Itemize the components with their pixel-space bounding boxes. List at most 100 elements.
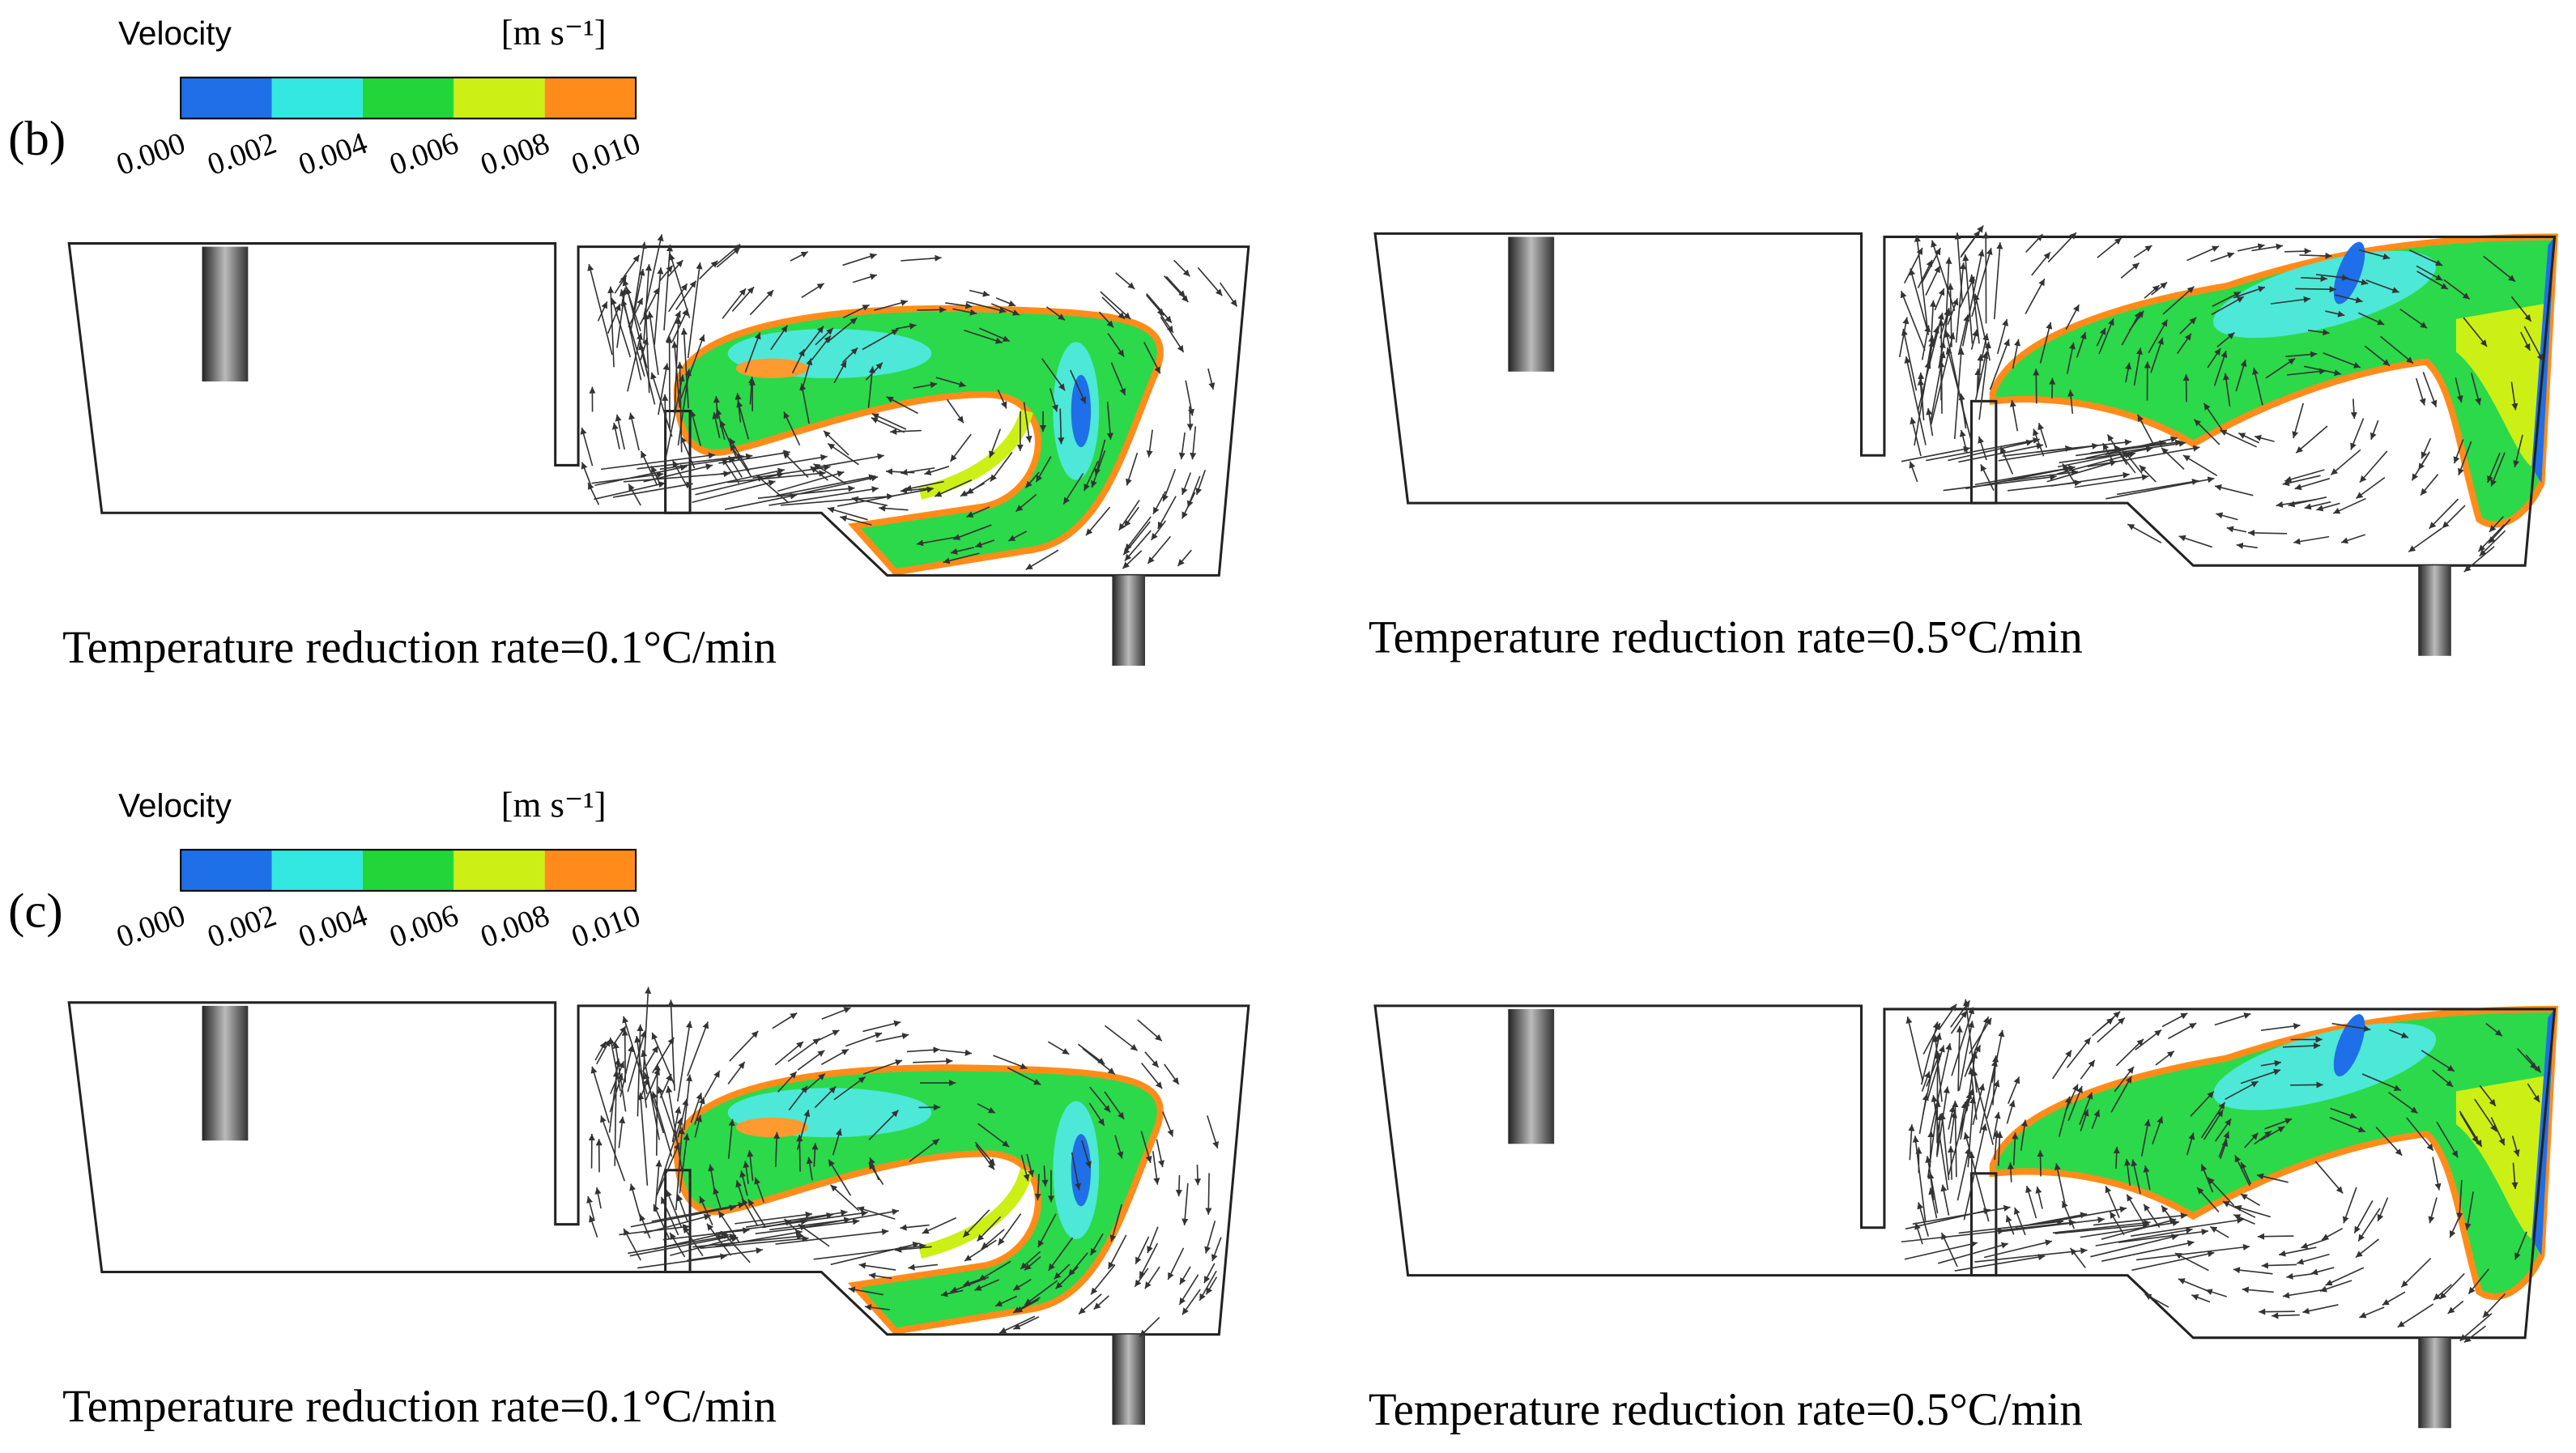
velocity-vector — [2214, 1012, 2251, 1026]
velocity-vector — [848, 1286, 884, 1296]
velocity-vector — [2270, 296, 2311, 305]
velocity-vector — [629, 268, 645, 334]
velocity-vector — [943, 552, 980, 565]
velocity-vector — [2477, 524, 2506, 552]
velocity-vector — [2074, 474, 2149, 488]
velocity-vector — [945, 302, 973, 309]
velocity-vector — [913, 1058, 953, 1065]
velocity-vector — [2051, 1050, 2072, 1080]
velocity-vector — [1162, 1111, 1173, 1137]
velocity-vector — [632, 241, 647, 317]
velocity-vector — [966, 506, 990, 518]
velocity-vector — [1062, 473, 1084, 505]
velocity-vector — [639, 1213, 651, 1239]
velocity-vector — [964, 329, 1003, 344]
velocity-vector — [833, 1076, 866, 1101]
velocity-vector — [671, 1106, 682, 1143]
velocity-vector — [2052, 1220, 2151, 1234]
velocity-vector — [1963, 1131, 1990, 1222]
velocity-vector — [2130, 1217, 2244, 1237]
velocity-vector — [1182, 1183, 1189, 1225]
velocity-vector — [2456, 1179, 2463, 1220]
velocity-vector — [2211, 296, 2245, 316]
velocity-vector — [2483, 255, 2516, 283]
velocity-vector — [676, 1021, 693, 1102]
velocity-vector — [2105, 1186, 2120, 1219]
velocity-vector — [811, 1143, 819, 1167]
velocity-vector — [675, 1127, 685, 1211]
velocity-vector — [1024, 471, 1040, 489]
velocity-vector — [729, 443, 752, 478]
velocity-vector — [662, 394, 669, 415]
velocity-vector — [2124, 1158, 2131, 1186]
velocity-vector — [1921, 1071, 1931, 1092]
velocity-vector — [1123, 506, 1139, 528]
velocity-vector — [2330, 449, 2361, 476]
velocity-vector — [2359, 1306, 2385, 1319]
velocity-vector — [1948, 1145, 1955, 1180]
velocity-vector — [1204, 1221, 1216, 1254]
velocity-vector — [2222, 1200, 2256, 1218]
velocity-vector — [2359, 249, 2391, 260]
velocity-vector — [1989, 339, 2010, 390]
velocity-vector — [2355, 1238, 2379, 1259]
velocity-vector — [2399, 308, 2428, 329]
velocity-vector — [2485, 1022, 2503, 1037]
velocity-vector — [694, 1114, 703, 1138]
velocity-vector — [1948, 439, 2033, 462]
velocity-vector — [1199, 1270, 1217, 1302]
velocity-vector — [2432, 1157, 2442, 1191]
velocity-vector — [637, 454, 744, 470]
velocity-vector — [2200, 1101, 2226, 1139]
colorbar-tick-label: 0.004 — [294, 126, 372, 182]
velocity-vector — [788, 1085, 808, 1111]
velocity-vector — [2282, 1289, 2323, 1299]
velocity-vector — [2076, 331, 2087, 358]
velocity-vector — [1195, 470, 1206, 496]
velocity-vector — [650, 372, 673, 437]
velocity-vector — [1931, 326, 1939, 347]
velocity-vector — [2013, 1207, 2026, 1236]
velocity-vector — [2361, 1073, 2402, 1092]
velocity-vector — [989, 428, 1002, 458]
velocity-vector — [1069, 369, 1087, 404]
velocity-vector — [873, 299, 909, 311]
velocity-vector — [2482, 1293, 2506, 1319]
velocity-vector — [2214, 484, 2254, 496]
velocity-vector — [2207, 347, 2221, 369]
velocity-vector — [816, 1029, 840, 1042]
velocity-vector — [712, 411, 721, 439]
velocity-vector — [821, 1007, 851, 1020]
velocity-vector — [2353, 1199, 2374, 1234]
velocity-vector — [2097, 1016, 2126, 1043]
velocity-vector — [628, 412, 640, 451]
velocity-vector — [940, 1289, 964, 1297]
velocity-vector — [627, 333, 643, 392]
outlet-pipe — [1112, 1334, 1146, 1425]
velocity-vector — [2511, 1136, 2520, 1157]
velocity-vector — [2350, 418, 2365, 450]
velocity-vector — [2240, 1193, 2261, 1207]
velocity-vector — [1152, 1151, 1160, 1185]
velocity-vector — [1175, 1174, 1182, 1197]
velocity-vector — [2247, 529, 2288, 537]
velocity-vector — [2415, 377, 2426, 406]
velocity-vector — [2276, 498, 2317, 508]
velocity-vector — [1177, 549, 1192, 567]
velocity-vector — [2118, 1228, 2208, 1243]
velocity-vector — [679, 1133, 690, 1194]
velocity-vector — [2479, 1085, 2497, 1107]
inlet-pipe — [1508, 1008, 1555, 1144]
velocity-vector — [2179, 317, 2197, 334]
velocity-vector — [2284, 469, 2325, 483]
velocity-vector — [2162, 286, 2195, 315]
velocity-vector — [2064, 1084, 2079, 1112]
velocity-vector — [1107, 1234, 1127, 1270]
inlet-pipe — [202, 1005, 249, 1141]
velocity-vector — [2397, 1303, 2434, 1328]
velocity-vector — [2121, 311, 2141, 346]
velocity-vector — [1186, 475, 1201, 508]
velocity-vector — [830, 1241, 920, 1266]
velocity-vector — [2514, 1231, 2527, 1260]
velocity-vector — [977, 1216, 1002, 1242]
